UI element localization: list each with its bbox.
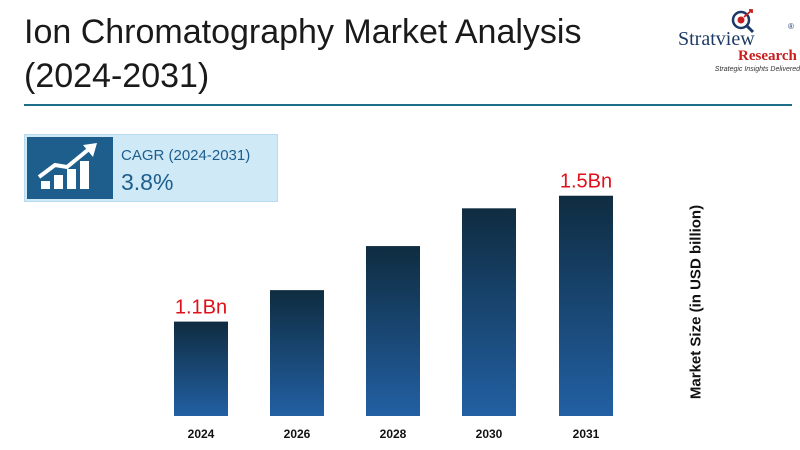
bar-2028 bbox=[366, 246, 420, 416]
title-line-1: Ion Chromatography Market Analysis bbox=[24, 13, 582, 51]
cagr-label: CAGR (2024-2031) bbox=[121, 147, 251, 164]
logo-sub: Research bbox=[738, 48, 797, 64]
data-label-2031: 1.5Bn bbox=[560, 171, 612, 193]
bar-2030 bbox=[462, 208, 516, 416]
data-label-2024: 1.1Bn bbox=[175, 297, 227, 319]
title-divider bbox=[24, 104, 792, 106]
bar-2024 bbox=[174, 321, 228, 416]
x-tick-2030: 2030 bbox=[476, 427, 503, 441]
x-tick-2031: 2031 bbox=[573, 427, 600, 441]
cagr-value: 3.8% bbox=[121, 169, 174, 195]
logo-registered-mark: ® bbox=[788, 22, 794, 31]
x-tick-2026: 2026 bbox=[284, 427, 311, 441]
logo-tagline: Strategic Insights Delivered bbox=[714, 66, 800, 73]
cagr-card: CAGR (2024-2031) 3.8% bbox=[24, 134, 278, 202]
bar-2026 bbox=[270, 290, 324, 416]
brand-logo: Stratview ® Research Strategic Insights … bbox=[668, 8, 800, 76]
x-tick-2024: 2024 bbox=[188, 427, 215, 441]
logo-name: Stratview bbox=[678, 28, 755, 50]
growth-chart-icon bbox=[27, 137, 113, 199]
page-title: Ion Chromatography Market Analysis (2024… bbox=[24, 10, 644, 98]
title-line-2: (2024-2031) bbox=[24, 57, 210, 95]
bar-2031 bbox=[559, 195, 613, 416]
x-tick-2028: 2028 bbox=[380, 427, 407, 441]
y-axis-label: Market Size (in USD billion) bbox=[687, 204, 705, 400]
magnifier-target-icon bbox=[731, 9, 755, 34]
